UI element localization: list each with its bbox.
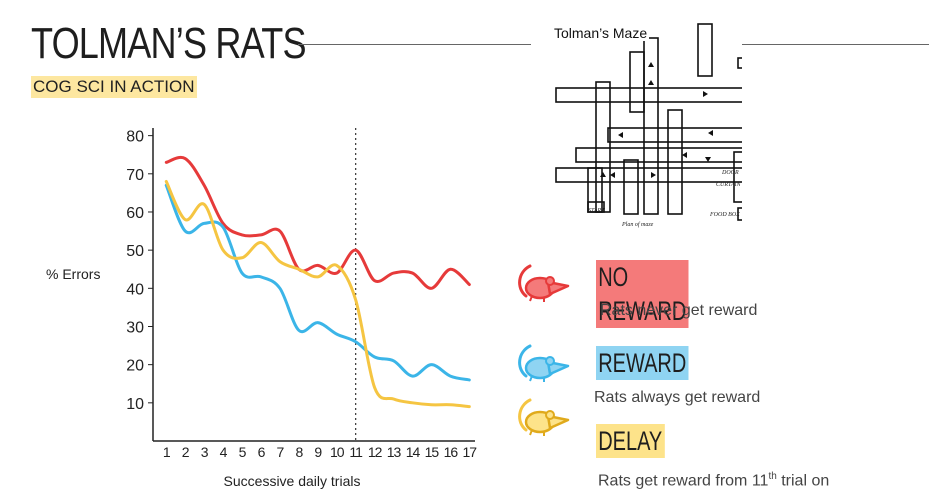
y-tick-label: 60 (126, 205, 144, 222)
x-tick-label: 3 (201, 444, 209, 460)
series-line-no-reward (164, 155, 471, 290)
x-tick-label: 8 (295, 444, 303, 460)
legend-delay-label: DELAY (596, 424, 665, 458)
x-tick-label: 11 (349, 444, 363, 460)
y-tick-label: 70 (126, 167, 144, 184)
x-tick-label: 15 (425, 444, 440, 460)
x-tick-label: 9 (314, 444, 322, 460)
title-divider-right (742, 44, 929, 45)
x-tick-label: 1 (163, 444, 171, 460)
legend-no-reward-description: Rats never get reward (600, 302, 758, 319)
legend-reward-description: Rats always get reward (594, 389, 761, 406)
maze-drawing (555, 23, 742, 221)
x-tick-label: 6 (258, 444, 266, 460)
y-axis-label: % Errors (46, 266, 100, 282)
y-tick-label: 40 (126, 281, 144, 298)
y-tick-label: 30 (126, 319, 144, 336)
series-line-delay (164, 179, 471, 409)
x-tick-label: 10 (330, 444, 345, 460)
page-subtitle: COG SCI IN ACTION (31, 76, 197, 98)
y-tick-label: 20 (126, 358, 144, 375)
x-tick-label: 2 (182, 444, 190, 460)
x-tick-label: 17 (463, 444, 478, 460)
rat-icon (518, 344, 570, 382)
rat-icon (518, 264, 570, 302)
y-tick-label: 10 (126, 396, 144, 413)
legend-delay-description-sup: th (768, 471, 777, 482)
legend-delay-description: Rats get reward from 11th trial on (598, 471, 829, 490)
title-divider-left (298, 44, 531, 45)
legend-delay-description-suffix: trial on (776, 472, 830, 490)
x-tick-label: 5 (239, 444, 247, 460)
y-tick-label: 50 (126, 243, 144, 260)
series-line-reward (164, 183, 471, 382)
maze-label-food-box: FOOD BOX (710, 212, 740, 218)
maze-title: Tolman’s Maze (552, 25, 650, 41)
y-tick-label: 80 (126, 129, 144, 146)
maze-label-curtain: CURTAIN (716, 182, 741, 188)
x-tick-label: 4 (220, 444, 228, 460)
chart-series-group (164, 155, 471, 409)
tolman-maze-diagram: Tolman’s Maze DOOR CURTAIN START FOOD BO… (548, 22, 742, 236)
x-tick-label: 13 (387, 444, 402, 460)
page-title: TOLMAN’S RATS (31, 19, 307, 68)
maze-label-door: DOOR (722, 170, 739, 176)
rat-icon (518, 398, 570, 436)
x-tick-label: 14 (406, 444, 421, 460)
x-tick-label: 7 (277, 444, 285, 460)
legend-no-reward-label: NO REWARD (596, 260, 689, 328)
legend-delay-description-prefix: Rats get reward from 11 (598, 472, 769, 490)
x-axis-label: Successive daily trials (224, 473, 361, 489)
legend-reward-label: REWARD (596, 346, 689, 380)
maze-caption: Plan of maze (622, 222, 654, 228)
x-tick-label: 12 (368, 444, 383, 460)
x-tick-label: 16 (444, 444, 459, 460)
maze-label-start: START (588, 208, 605, 214)
